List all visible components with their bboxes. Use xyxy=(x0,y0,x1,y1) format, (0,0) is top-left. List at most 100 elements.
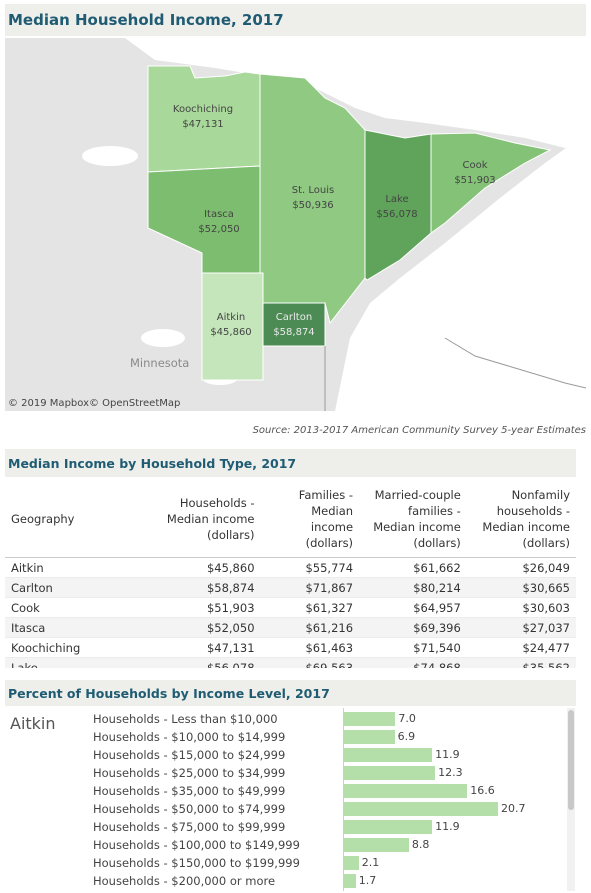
label-koochiching: Koochiching $47,131 xyxy=(173,104,233,130)
bar[interactable] xyxy=(343,838,409,852)
source-note: Source: 2013-2017 American Community Sur… xyxy=(252,425,586,436)
bar-row[interactable]: Households - $35,000 to $49,999 16.6 xyxy=(5,782,565,800)
county-cook[interactable] xyxy=(430,132,552,234)
table-row[interactable]: Aitkin $45,860 $55,774 $61,662 $26,049 xyxy=(5,557,576,578)
svg-text:$52,050: $52,050 xyxy=(198,224,239,235)
svg-text:$47,131: $47,131 xyxy=(182,119,223,130)
bar[interactable] xyxy=(343,766,436,780)
svg-text:Lake: Lake xyxy=(385,194,408,205)
lake-superior xyxy=(335,133,586,411)
bar-row[interactable]: Households - $150,000 to $199,999 2.1 xyxy=(5,854,565,872)
map-title: Median Household Income, 2017 xyxy=(8,11,284,29)
bar-value-label: 7.0 xyxy=(398,712,416,725)
svg-text:Cook: Cook xyxy=(462,160,487,171)
bar-value-label: 8.8 xyxy=(411,838,430,851)
table-row[interactable]: Koochiching $47,131 $61,463 $71,540 $24,477 xyxy=(5,637,576,658)
income-level-chart[interactable]: Aitkin Households - Less than $10,000 7.0… xyxy=(5,708,576,891)
bar[interactable] xyxy=(343,784,468,798)
bar[interactable] xyxy=(343,820,433,834)
cell-value: $26,049 xyxy=(466,557,576,578)
state-border xyxy=(324,337,586,411)
bar-row[interactable]: Households - $50,000 to $74,999 20.7 xyxy=(5,800,565,818)
cell-value: $30,665 xyxy=(466,577,576,598)
cell-value: $47,131 xyxy=(160,637,261,658)
table-row[interactable]: Carlton $58,874 $71,867 $80,214 $30,665 xyxy=(5,577,576,598)
county-st-louis[interactable] xyxy=(259,73,366,325)
map-credit[interactable]: © 2019 Mapbox© OpenStreetMap xyxy=(8,398,181,409)
map-canvas: Koochiching $47,131 Itasca $52,050 St. L… xyxy=(82,38,586,411)
bar-row[interactable]: Households - $10,000 to $14,999 6.9 xyxy=(5,728,565,746)
state-label: Minnesota xyxy=(130,356,189,370)
county-carlton[interactable] xyxy=(262,302,326,347)
cell-value: $35,562 xyxy=(466,657,576,668)
bar-category-label: Households - Less than $10,000 xyxy=(93,712,278,726)
county-lake[interactable] xyxy=(364,129,432,281)
header-families[interactable]: Families - Median income (dollars) xyxy=(260,480,360,558)
chart-scroll-thumb[interactable] xyxy=(568,710,574,810)
cell-geography: Koochiching xyxy=(5,637,161,658)
header-married[interactable]: Married-couple families - Median income … xyxy=(359,480,467,558)
svg-text:St. Louis: St. Louis xyxy=(292,185,334,196)
bar-value-label: 1.7 xyxy=(358,874,377,887)
bar-row[interactable]: Households - $75,000 to $99,999 11.9 xyxy=(5,818,565,836)
cell-value: $27,037 xyxy=(466,617,576,638)
bar[interactable] xyxy=(343,748,433,762)
cell-value: $69,396 xyxy=(359,617,467,638)
bar-category-label: Households - $200,000 or more xyxy=(93,874,276,888)
cell-value: $55,774 xyxy=(260,557,360,578)
svg-text:Itasca: Itasca xyxy=(204,209,234,220)
bar[interactable] xyxy=(343,730,395,744)
cell-value: $24,477 xyxy=(466,637,576,658)
cell-value: $30,603 xyxy=(466,597,576,618)
table-row[interactable]: Cook $51,903 $61,327 $64,957 $30,603 xyxy=(5,597,576,618)
cell-value: $45,860 xyxy=(160,557,261,578)
table-title-bar: Median Income by Household Type, 2017 xyxy=(5,449,576,477)
income-table[interactable]: Geography Households - Median income (do… xyxy=(5,480,576,668)
bar-row[interactable]: Households - $100,000 to $149,999 8.8 xyxy=(5,836,565,854)
bar-category-label: Households - $10,000 to $14,999 xyxy=(93,730,286,744)
cell-value: $56,078 xyxy=(160,657,261,668)
bar-category-label: Households - $25,000 to $34,999 xyxy=(93,766,286,780)
small-lake-1 xyxy=(82,146,138,166)
bar-row[interactable]: Households - $25,000 to $34,999 12.3 xyxy=(5,764,565,782)
header-geography[interactable]: Geography xyxy=(5,480,161,558)
bar-value-label: 11.9 xyxy=(435,748,460,761)
income-map[interactable]: Koochiching $47,131 Itasca $52,050 St. L… xyxy=(5,38,586,411)
bar[interactable] xyxy=(343,874,356,888)
cell-value: $69,563 xyxy=(260,657,360,668)
chart-scrollbar[interactable] xyxy=(567,708,575,891)
label-carlton: Carlton $58,874 xyxy=(273,312,314,338)
bar-category-label: Households - $50,000 to $74,999 xyxy=(93,802,286,816)
bar-row[interactable]: Households - Less than $10,000 7.0 xyxy=(5,710,565,728)
bar-value-label: 2.1 xyxy=(361,856,380,869)
bar-category-label: Households - $150,000 to $199,999 xyxy=(93,856,300,870)
bar[interactable] xyxy=(343,802,498,816)
table-header-row: Geography Households - Median income (do… xyxy=(5,480,576,558)
cell-value: $74,868 xyxy=(359,657,467,668)
cell-geography: Carlton xyxy=(5,577,161,598)
label-cook: Cook $51,903 xyxy=(454,160,495,186)
county-aitkin[interactable] xyxy=(201,272,264,381)
svg-text:$58,874: $58,874 xyxy=(273,327,314,338)
cell-value: $64,957 xyxy=(359,597,467,618)
bar-row[interactable]: Households - $15,000 to $24,999 11.9 xyxy=(5,746,565,764)
cell-value: $71,867 xyxy=(260,577,360,598)
small-lake-2 xyxy=(141,329,185,347)
bar[interactable] xyxy=(343,856,359,870)
table-row[interactable]: Lake $56,078 $69,563 $74,868 $35,562 xyxy=(5,657,576,668)
cell-value: $52,050 xyxy=(160,617,261,638)
bar-category-label: Households - $100,000 to $149,999 xyxy=(93,838,300,852)
bar[interactable] xyxy=(343,712,396,726)
bar-row[interactable]: Households - $200,000 or more 1.7 xyxy=(5,872,565,890)
svg-text:$45,860: $45,860 xyxy=(210,327,251,338)
cell-geography: Lake xyxy=(5,657,161,668)
label-st-louis: St. Louis $50,936 xyxy=(292,185,334,211)
bar-value-label: 12.3 xyxy=(438,766,463,779)
svg-text:Carlton: Carlton xyxy=(276,312,312,323)
cell-value: $61,216 xyxy=(260,617,360,638)
table-row[interactable]: Itasca $52,050 $61,216 $69,396 $27,037 xyxy=(5,617,576,638)
header-nonfamily[interactable]: Nonfamily households - Median income (do… xyxy=(466,480,576,558)
bar-category-label: Households - $15,000 to $24,999 xyxy=(93,748,286,762)
bar-value-label: 6.9 xyxy=(397,730,416,743)
header-households[interactable]: Households - Median income (dollars) xyxy=(160,480,261,558)
